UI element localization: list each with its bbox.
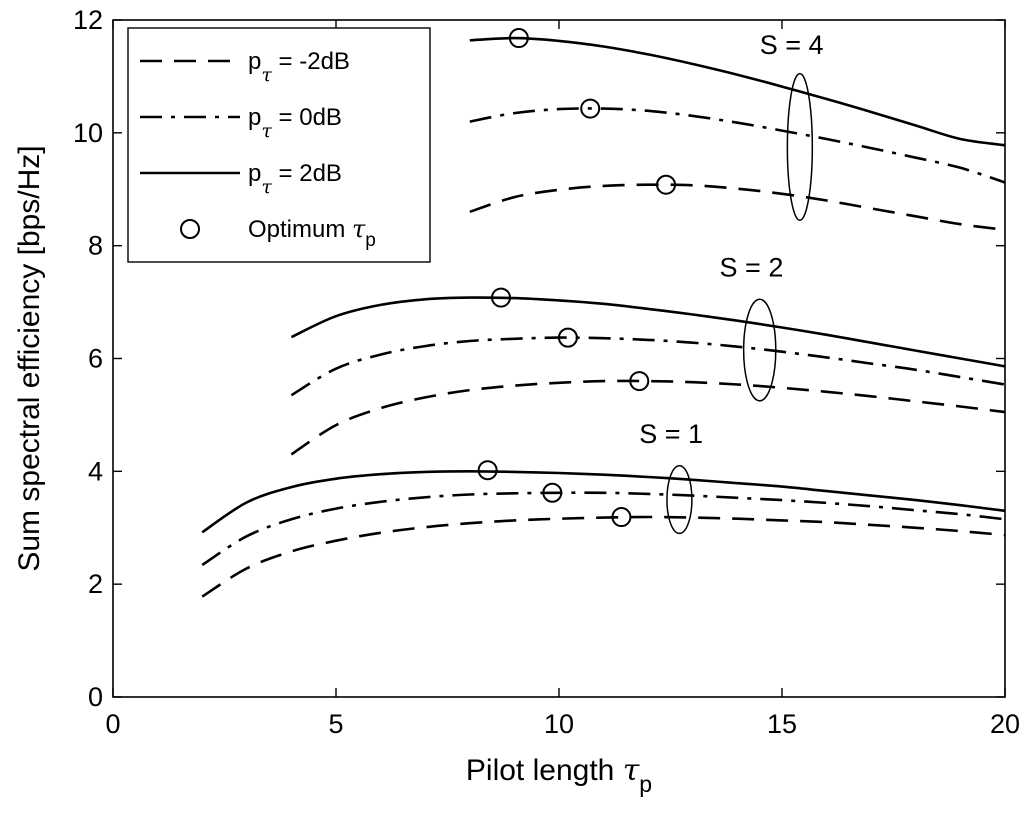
series-line-dashdot (201, 491, 1006, 567)
legend-marker (180, 219, 200, 239)
y-tick-label: 2 (88, 569, 103, 599)
legend-label: pτ = -2dB (248, 48, 350, 86)
x-axis-title: Pilot length τp (466, 753, 652, 797)
y-axis-title: Sum spectral efficiency [bps/Hz] (13, 145, 46, 571)
y-tick-label: 0 (88, 682, 103, 712)
series-line-solid (469, 36, 1006, 147)
x-tick-label: 15 (767, 709, 797, 739)
group-label: S = 2 (720, 253, 784, 283)
optimum-marker (629, 371, 650, 392)
group-label: S = 1 (639, 419, 703, 449)
group-label: S = 4 (760, 30, 824, 60)
marker-layer (477, 28, 677, 528)
series-line-solid (290, 296, 1006, 368)
group-ellipse (786, 72, 814, 222)
series-line-dashed (469, 183, 1006, 232)
tick-layer: 0 5 10 15 20 0 2 4 6 8 10 12 (73, 5, 1020, 739)
x-tick-label: 20 (990, 709, 1020, 739)
x-tick-label: 0 (105, 709, 120, 739)
series-line-dashdot (290, 336, 1006, 397)
legend-label: pτ = 2dB (248, 160, 342, 198)
y-tick-label: 10 (73, 118, 103, 148)
y-tick-label: 4 (88, 456, 103, 486)
optimum-marker (656, 174, 677, 195)
series-line-dashdot (469, 107, 1006, 184)
series-layer (201, 36, 1006, 598)
legend-label: pτ = 0dB (248, 104, 342, 142)
optimum-marker (611, 507, 632, 528)
optimum-marker (557, 327, 578, 348)
x-tick-label: 10 (544, 709, 574, 739)
optimum-marker (580, 98, 601, 119)
group-ellipse (666, 464, 693, 535)
optimum-marker (508, 28, 529, 49)
optimum-marker (477, 460, 498, 481)
annotation-layer: S = 1 S = 2 S = 4 (639, 30, 824, 535)
y-tick-label: 6 (88, 344, 103, 374)
series-line-dashed (201, 515, 1006, 598)
optimum-marker (491, 287, 512, 308)
y-tick-label: 12 (73, 5, 103, 35)
series-line-solid (201, 469, 1006, 534)
group-ellipse (742, 298, 777, 402)
legend-label: Optimum τp (248, 215, 376, 251)
y-tick-label: 8 (88, 231, 103, 261)
x-tick-label: 5 (328, 709, 343, 739)
legend: pτ = -2dB pτ = 0dB pτ = 2dB Optimum τp (127, 27, 431, 263)
legend-box (127, 27, 431, 263)
optimum-marker (542, 482, 563, 503)
